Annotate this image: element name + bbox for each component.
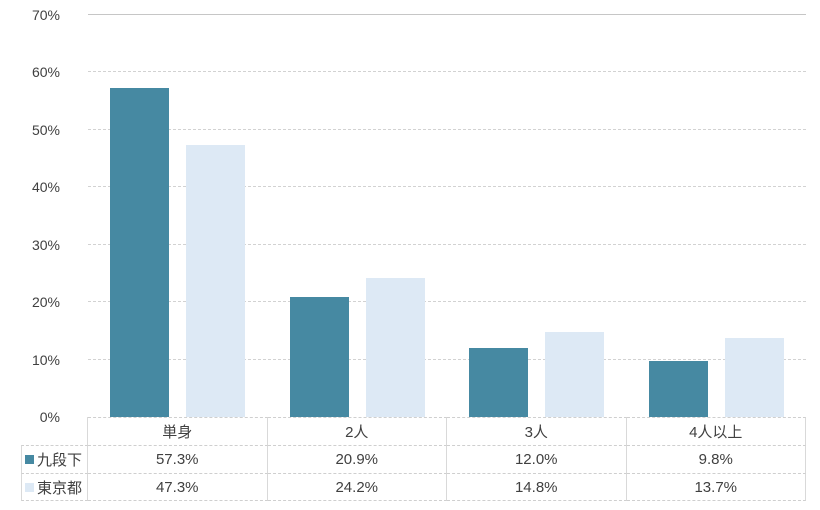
gridline-60pct	[88, 71, 806, 73]
value-cell-series2-cat2: 24.2%	[267, 473, 447, 501]
bar-series1-cat2	[289, 296, 349, 417]
table-corner-spacer	[21, 417, 88, 445]
bar-series1-cat3	[469, 348, 529, 417]
data-table: 単身 2人 3人 4人以上 九段下 57.3% 20.9% 12.0% 9.8%…	[21, 417, 806, 501]
bar-series1-cat1	[110, 87, 170, 417]
series2-legend-marker-icon	[25, 482, 34, 492]
category-header-4: 4人以上	[626, 417, 806, 445]
y-axis-label-10pct: 10%	[31, 351, 60, 368]
value-cell-series2-cat4: 13.7%	[626, 473, 806, 501]
gridline-70pct	[88, 14, 806, 15]
series2-legend-label: 東京都	[37, 479, 83, 497]
y-axis-label-20pct: 20%	[31, 294, 60, 311]
y-axis-label-70pct: 70%	[31, 7, 60, 23]
category-header-1: 単身	[88, 417, 268, 445]
legend-item-series1: 九段下	[21, 445, 88, 473]
bar-series2-cat3	[545, 332, 605, 417]
bar-series2-cat4	[724, 338, 784, 417]
value-cell-series1-cat2: 20.9%	[267, 445, 447, 473]
series1-legend-marker-icon	[25, 455, 34, 464]
category-header-2: 2人	[267, 417, 447, 445]
y-axis-label-30pct: 30%	[31, 236, 60, 253]
bar-series1-cat4	[648, 360, 708, 417]
y-axis-label-60pct: 60%	[31, 64, 60, 81]
y-axis-label-40pct: 40%	[31, 179, 60, 196]
y-axis-label-0pct: 0%	[39, 409, 60, 425]
gridline-50pct	[88, 128, 806, 130]
value-cell-series2-cat1: 47.3%	[88, 473, 268, 501]
bar-series2-cat2	[365, 278, 425, 417]
legend-item-series2: 東京都	[21, 473, 88, 501]
series1-legend-label: 九段下	[37, 452, 83, 469]
value-cell-series1-cat1: 57.3%	[88, 445, 268, 473]
value-cell-series1-cat4: 9.8%	[626, 445, 806, 473]
gridline-30pct	[88, 243, 806, 245]
y-axis-label-50pct: 50%	[31, 121, 60, 138]
gridline-10pct	[88, 358, 806, 360]
gridline-20pct	[88, 301, 806, 303]
bar-series2-cat1	[186, 145, 246, 417]
value-cell-series2-cat3: 14.8%	[447, 473, 627, 501]
plot-area	[88, 14, 806, 417]
category-header-3: 3人	[447, 417, 627, 445]
value-cell-series1-cat3: 12.0%	[447, 445, 627, 473]
gridline-40pct	[88, 186, 806, 188]
